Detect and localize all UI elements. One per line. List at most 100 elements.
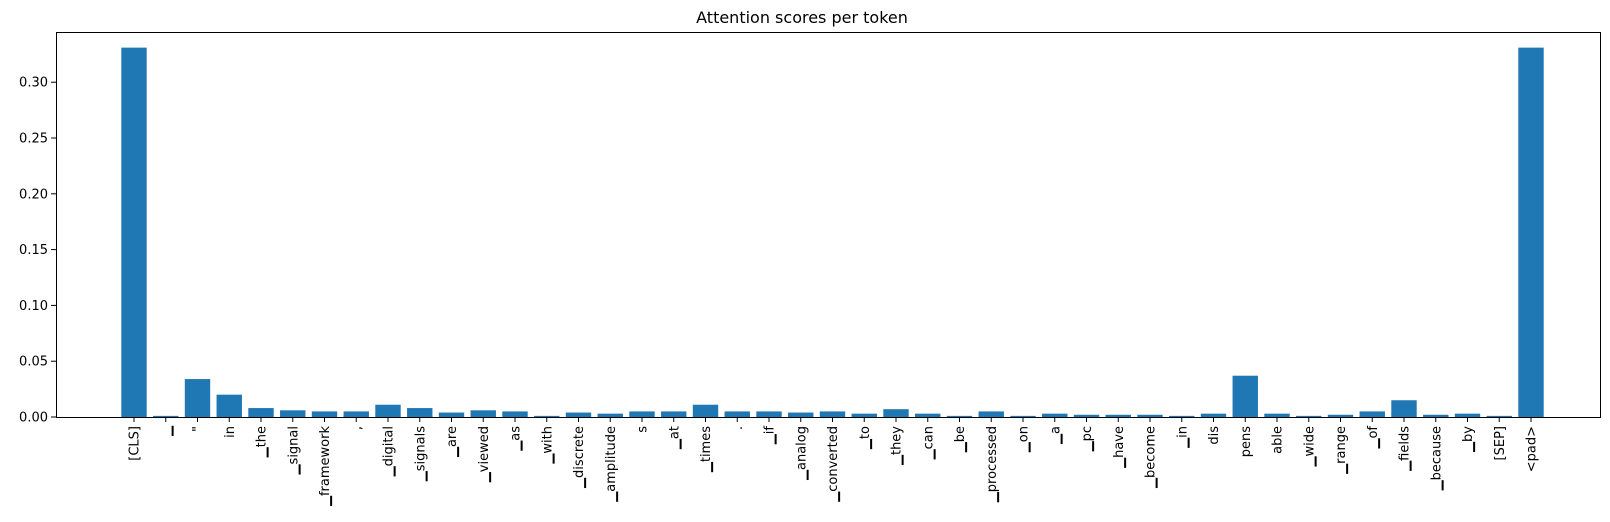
x-tick-label: ▁range (1334, 426, 1349, 475)
bar (565, 412, 592, 417)
x-tick-label: ▁discrete (572, 426, 587, 489)
bar (597, 413, 623, 417)
bar (946, 415, 973, 417)
x-tick-label: ▁to (858, 426, 873, 450)
bar (1169, 415, 1195, 417)
bar (311, 411, 338, 417)
x-tick-label: . (731, 426, 746, 430)
bar (1200, 413, 1227, 417)
bar (1391, 400, 1417, 417)
x-tick-label: ▁have (1112, 426, 1127, 469)
x-tick-label: ▁on (1017, 426, 1032, 453)
x-tick-label: ▁because (1429, 426, 1444, 491)
x-tick-label: ▁signals (413, 426, 428, 482)
bar (1454, 413, 1481, 417)
x-tick-label: ▁as (509, 426, 524, 452)
bar (1137, 414, 1163, 417)
y-tick-label: 0.00 (19, 411, 48, 426)
bar (1232, 375, 1258, 417)
x-tick-label: ▁fields (1398, 426, 1413, 472)
bar (819, 411, 846, 417)
bar (184, 379, 211, 417)
x-tick-label: ▁framework (318, 426, 333, 507)
x-tick-label: ▁ (159, 425, 174, 437)
x-tick-label: [CLS] (128, 426, 143, 461)
bar (1486, 415, 1512, 417)
x-tick-label: pens (1239, 426, 1254, 457)
x-tick-label: <pad> (1525, 426, 1540, 472)
y-tick-label: 0.05 (19, 355, 48, 370)
bar (724, 411, 750, 417)
x-tick-label: , (350, 426, 365, 430)
bar (502, 411, 528, 417)
x-tick-label: ▁wide (1302, 426, 1317, 468)
bar (1327, 414, 1354, 417)
y-tick-label: 0.20 (19, 187, 48, 202)
x-axis: [CLS] ▁ " in ▁the ▁signal ▁framework, ▁digital ▁… (128, 417, 1540, 507)
x-tick-label: ▁converted (826, 426, 841, 503)
bar (1073, 414, 1100, 417)
bar (121, 47, 147, 417)
bar (248, 408, 274, 417)
x-tick-label: ▁at (667, 426, 682, 450)
x-tick-label: ▁a (1048, 426, 1063, 445)
bar (756, 411, 782, 417)
bar (470, 410, 496, 417)
x-tick-label: ▁times (699, 426, 714, 473)
bar (1518, 47, 1544, 417)
bar (216, 394, 242, 417)
bar (375, 404, 401, 417)
x-tick-label: ▁digital (382, 426, 397, 477)
bar (629, 411, 655, 417)
plot-frame (56, 32, 1601, 418)
bar (1010, 415, 1036, 417)
x-tick-label: ▁processed (985, 426, 1000, 503)
bar (692, 404, 719, 417)
bar (1105, 414, 1131, 417)
x-tick-label: ▁analog (794, 426, 809, 481)
x-tick-label: ▁amplitude (604, 426, 619, 503)
x-tick-label: in (223, 426, 238, 438)
x-tick-label: able (1271, 426, 1286, 454)
bar (280, 410, 306, 417)
bar (534, 415, 560, 417)
x-tick-label: ▁are (445, 426, 460, 458)
x-tick-label: [SEP] (1493, 426, 1508, 460)
bar (153, 415, 179, 417)
bar (407, 408, 433, 417)
x-tick-label: ▁become (1144, 426, 1159, 489)
bar (788, 412, 814, 417)
bar (1296, 415, 1322, 417)
x-tick-label: s (636, 426, 651, 433)
x-tick-label: ▁pc (1080, 426, 1095, 452)
x-tick-label: ▁by (1461, 426, 1476, 453)
bar (978, 411, 1004, 417)
x-tick-label: ▁be (953, 426, 968, 453)
x-tick-label: ▁can (921, 426, 936, 460)
bar (1423, 414, 1449, 417)
x-tick-label: ▁with (540, 426, 555, 465)
x-tick-label: ▁in (1175, 426, 1190, 449)
bar (851, 413, 877, 417)
bar (343, 411, 369, 417)
x-tick-label: ▁if (763, 426, 778, 446)
bars-group (121, 47, 1544, 417)
x-tick-label: ▁signal (286, 426, 301, 475)
x-tick-label: " (191, 426, 206, 432)
x-tick-label: ▁of (1366, 426, 1381, 450)
bar (1264, 413, 1290, 417)
x-tick-label: ▁the (255, 426, 270, 458)
bar (915, 413, 941, 417)
bar (438, 412, 465, 417)
y-axis: 0.00 0.05 0.10 0.15 0.20 0.25 0.30 (19, 76, 56, 426)
chart-title: Attention scores per token (696, 8, 908, 27)
bar (1359, 411, 1385, 417)
y-tick-label: 0.30 (19, 76, 48, 91)
bar (883, 409, 909, 417)
y-tick-label: 0.15 (19, 243, 48, 258)
x-tick-label: ▁they (890, 426, 905, 466)
bar (1042, 413, 1068, 417)
y-tick-label: 0.10 (19, 299, 48, 314)
x-tick-label: ▁viewed (477, 426, 492, 483)
